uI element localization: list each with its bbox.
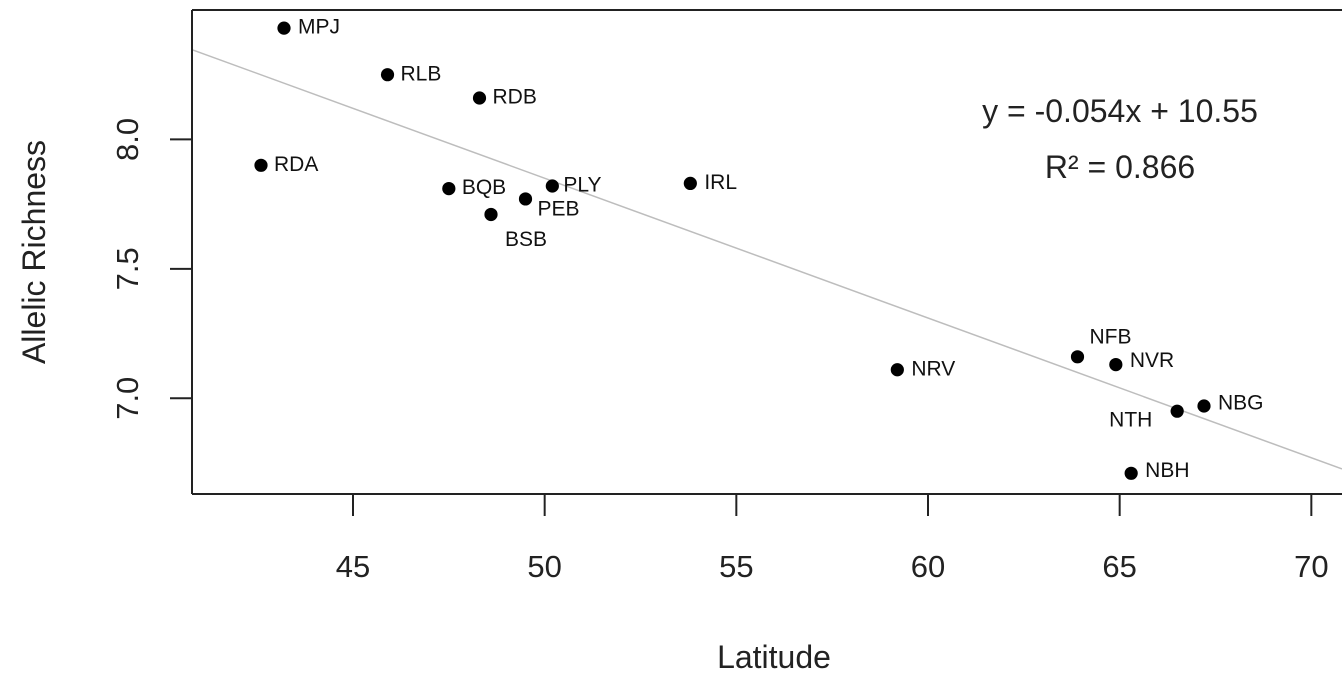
data-point-label: NRV [911, 357, 955, 380]
x-tick-label: 45 [336, 549, 370, 584]
y-tick-label: 8.0 [110, 118, 145, 161]
data-point [1124, 466, 1138, 480]
data-point [1170, 404, 1184, 418]
data-point-label: NFB [1090, 325, 1132, 348]
data-point [484, 207, 498, 222]
regression-line [191, 48, 1342, 470]
y-axis-label: Allelic Richness [16, 140, 52, 364]
data-points-layer [254, 21, 1211, 480]
regression-r-squared: R² = 0.866 [1045, 149, 1195, 185]
data-point-label: PLY [563, 174, 601, 197]
data-point [683, 176, 697, 191]
data-point [518, 192, 533, 206]
data-point-label: NVR [1130, 349, 1174, 372]
data-point-label: RDA [274, 153, 318, 176]
data-point [380, 68, 395, 82]
data-point [442, 181, 456, 196]
x-tick-label: 60 [911, 549, 945, 584]
data-point-label: BSB [505, 228, 547, 251]
data-point-label: NTH [1109, 409, 1152, 432]
data-point [545, 179, 559, 193]
y-axis-ticks: 7.0 7.5 8.0 [110, 118, 192, 420]
x-tick-label: 55 [719, 549, 753, 584]
data-point [254, 158, 268, 172]
y-tick-label: 7.0 [110, 377, 145, 420]
regression-equation: y = -0.054x + 10.55 [982, 93, 1258, 129]
x-tick-label: 65 [1102, 549, 1136, 584]
data-point [1070, 350, 1085, 364]
data-point-label: RLB [401, 62, 442, 85]
data-point-label: BQB [462, 176, 506, 199]
x-tick-label: 70 [1294, 549, 1328, 584]
x-axis-ticks: 45 50 55 60 65 70 [336, 494, 1329, 584]
data-point [890, 363, 904, 377]
data-point-label: PEB [538, 197, 580, 220]
data-point-label: NBG [1218, 392, 1264, 415]
data-point [472, 91, 487, 105]
data-point-label: RDB [493, 86, 537, 109]
data-point [1197, 399, 1211, 413]
x-tick-label: 50 [527, 549, 561, 584]
data-point-label: NBH [1145, 459, 1189, 482]
data-point-label: MPJ [298, 16, 340, 39]
data-point [1109, 357, 1123, 372]
data-point-label: IRL [704, 171, 737, 194]
x-axis-label: Latitude [717, 639, 831, 673]
data-point [277, 21, 291, 35]
axes-layer: 45 50 55 60 65 70 7.0 7.5 8.0 [110, 9, 1342, 584]
y-tick-label: 7.5 [110, 247, 145, 290]
